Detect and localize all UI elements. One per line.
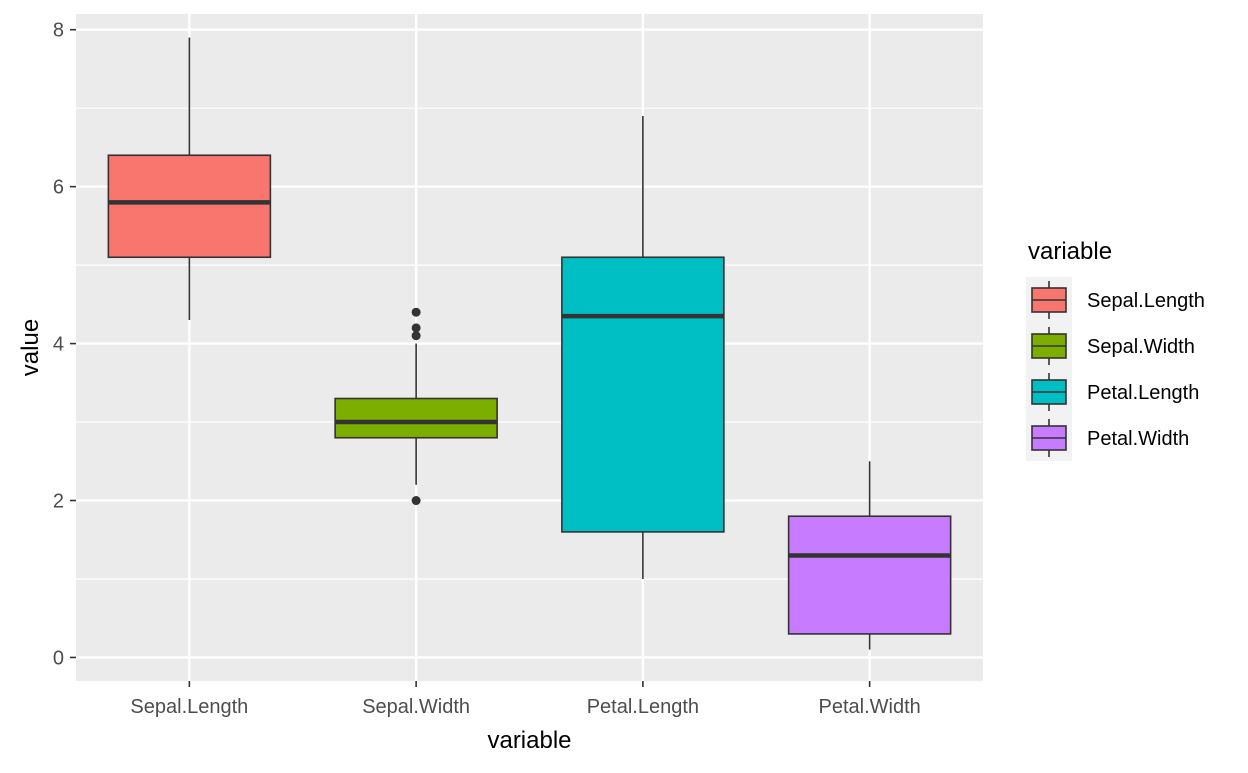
outlier-point bbox=[411, 496, 421, 506]
y-tick-label: 4 bbox=[53, 334, 64, 356]
axes: 0 2 4 6 8 Sepal.Length Sepal.Width Petal.Length… bbox=[53, 20, 921, 718]
legend-label: Sepal.Width bbox=[1087, 336, 1195, 358]
y-tick-label: 0 bbox=[53, 647, 64, 669]
legend-label: Petal.Length bbox=[1087, 382, 1199, 404]
box-body bbox=[561, 256, 725, 533]
outlier-point bbox=[411, 331, 421, 341]
box-petal-width bbox=[787, 461, 952, 650]
outlier-point bbox=[411, 307, 421, 317]
legend: variable Sepal.Length Sepal.Width Petal.Le… bbox=[1026, 238, 1205, 461]
box-sepal-length bbox=[107, 37, 272, 321]
box-sepal-width bbox=[334, 307, 498, 506]
legend-entry-petal-length: Petal.Length bbox=[1031, 373, 1199, 411]
y-axis-title: value bbox=[17, 319, 44, 376]
y-tick-label: 6 bbox=[53, 177, 64, 199]
x-tick-label: Sepal.Length bbox=[130, 696, 248, 718]
box-body bbox=[107, 154, 272, 259]
box-body bbox=[787, 515, 952, 635]
y-tick-label: 2 bbox=[53, 491, 64, 513]
legend-label: Petal.Width bbox=[1087, 428, 1189, 450]
x-tick-label: Petal.Width bbox=[818, 696, 920, 718]
x-tick-label: Sepal.Width bbox=[362, 696, 470, 718]
box-series bbox=[107, 37, 952, 650]
x-tick-label: Petal.Length bbox=[587, 696, 699, 718]
legend-title: variable bbox=[1028, 238, 1112, 265]
box-body bbox=[334, 397, 498, 439]
legend-entry-petal-width: Petal.Width bbox=[1031, 419, 1189, 457]
box-petal-length bbox=[561, 116, 725, 579]
legend-entry-sepal-width: Sepal.Width bbox=[1031, 327, 1195, 365]
outlier-point bbox=[411, 323, 421, 333]
legend-entry-sepal-length: Sepal.Length bbox=[1031, 281, 1205, 319]
x-axis-title: variable bbox=[487, 727, 571, 754]
legend-label: Sepal.Length bbox=[1087, 290, 1205, 312]
y-tick-label: 8 bbox=[53, 20, 64, 42]
